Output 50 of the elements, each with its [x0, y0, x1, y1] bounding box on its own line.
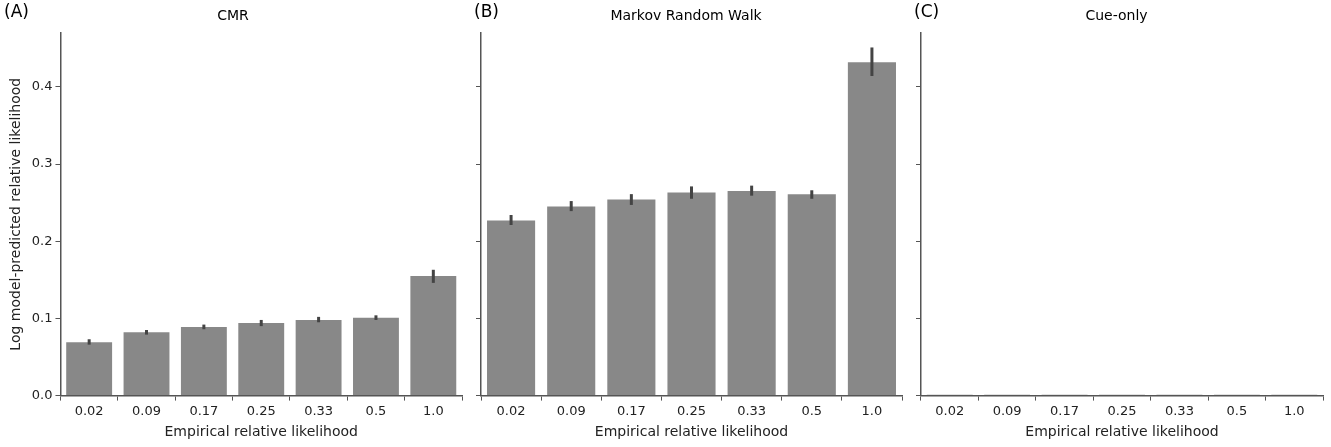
bar	[238, 323, 285, 396]
bar	[180, 326, 227, 396]
x-tick-label: 1.0	[861, 402, 883, 418]
x-tick-label: 0.33	[737, 402, 767, 418]
x-tick-label: 0.17	[1050, 402, 1080, 418]
bar	[667, 192, 716, 396]
bar	[727, 191, 776, 396]
bar	[123, 332, 170, 396]
x-tick-label: 0.25	[677, 402, 706, 418]
y-axis-title: Log model-predicted relative likelihood	[7, 77, 24, 351]
bar	[847, 62, 896, 396]
chart-title: Cue-only	[1085, 7, 1148, 24]
x-tick-label: 0.25	[246, 402, 276, 418]
bar	[353, 317, 399, 396]
x-tick-label: 0.02	[935, 402, 965, 418]
x-axis-title: Empirical relative likelihood	[594, 423, 789, 440]
y-tick-label: 0.3	[31, 155, 53, 171]
x-tick-label: 0.5	[801, 402, 823, 418]
x-tick-label: 0.25	[1107, 402, 1137, 418]
x-tick-label: 1.0	[422, 402, 444, 418]
chart-title: CMR	[217, 7, 250, 24]
bar	[547, 206, 596, 396]
text: (A)	[4, 0, 29, 21]
x-tick-label: 0.02	[74, 402, 104, 418]
x-tick-label: 0.02	[496, 402, 526, 418]
y-tick-label: 0.0	[31, 386, 53, 402]
x-tick-label: 0.09	[132, 402, 161, 418]
x-axis-title: Empirical relative likelihood	[1025, 423, 1219, 440]
bar	[487, 220, 536, 396]
x-tick-label: 1.0	[1283, 402, 1305, 418]
text: (B)	[474, 0, 499, 21]
bar	[410, 275, 457, 396]
x-tick-label: 0.17	[616, 402, 646, 418]
x-tick-label: 0.33	[1164, 402, 1194, 418]
x-tick-label: 0.5	[365, 402, 387, 418]
y-tick-label: 0.4	[31, 78, 53, 94]
chart-title: Markov Random Walk	[610, 7, 763, 24]
x-tick-label: 0.5	[1226, 402, 1248, 418]
x-tick-label: 0.33	[304, 402, 334, 418]
x-tick-label: 0.09	[556, 402, 586, 418]
bar	[607, 199, 656, 396]
x-axis-title: Empirical relative likelihood	[164, 423, 358, 440]
x-tick-label: 0.17	[189, 402, 219, 418]
y-tick-label: 0.2	[31, 232, 53, 248]
text: (C)	[914, 0, 940, 21]
y-tick-label: 0.1	[31, 309, 53, 325]
bar	[295, 319, 342, 396]
x-tick-label: 0.09	[992, 402, 1022, 418]
bar	[787, 194, 836, 396]
bar	[66, 342, 113, 396]
